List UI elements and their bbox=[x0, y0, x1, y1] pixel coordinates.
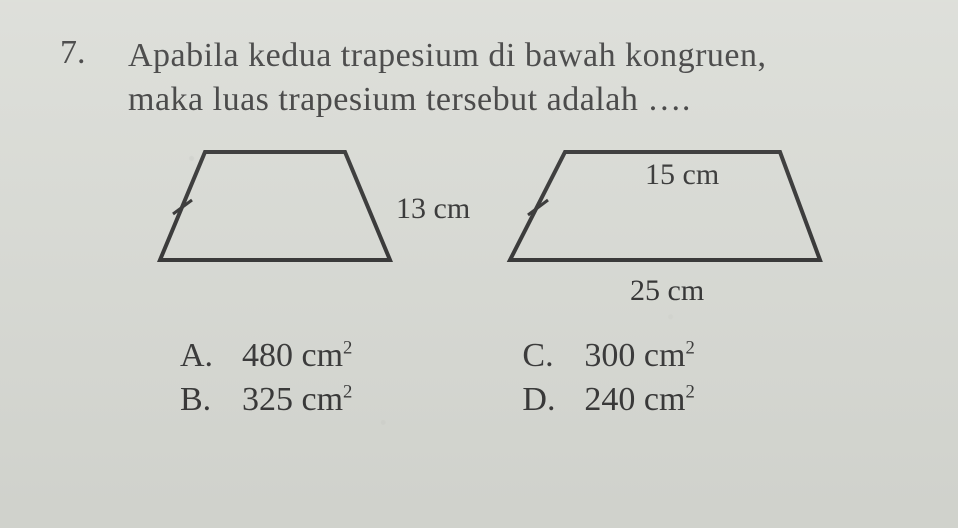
question-line-1: Apabila kedua trapesium di bawah kongrue… bbox=[128, 37, 766, 74]
option-b-letter: B. bbox=[180, 381, 220, 419]
option-c-letter: C. bbox=[522, 337, 562, 375]
label-25cm: 25 cm bbox=[630, 274, 704, 307]
option-b: B. 325 cm2 bbox=[180, 381, 352, 419]
option-a-letter: A. bbox=[180, 337, 220, 375]
option-d-value: 240 cm2 bbox=[584, 381, 694, 419]
options-col-right: C. 300 cm2 D. 240 cm2 bbox=[522, 337, 694, 419]
trapezoid-right: 15 cm 25 cm bbox=[500, 140, 840, 315]
question-number: 7. bbox=[60, 34, 100, 72]
trapezoid-left-shape bbox=[160, 152, 390, 260]
exam-page: 7. Apabila kedua trapesium di bawah kong… bbox=[0, 0, 958, 439]
label-15cm: 15 cm bbox=[645, 158, 719, 191]
diagram-row: 13 cm 15 cm 25 cm bbox=[150, 140, 898, 315]
option-d: D. 240 cm2 bbox=[522, 381, 694, 419]
label-13cm: 13 cm bbox=[396, 192, 470, 225]
question-text: Apabila kedua trapesium di bawah kongrue… bbox=[128, 34, 766, 122]
question-row: 7. Apabila kedua trapesium di bawah kong… bbox=[60, 34, 898, 122]
trapezoid-left: 13 cm bbox=[150, 140, 490, 280]
option-a-value: 480 cm2 bbox=[242, 337, 352, 375]
question-line-2: maka luas trapesium tersebut adalah …. bbox=[128, 81, 691, 118]
answer-options: A. 480 cm2 B. 325 cm2 C. 300 cm2 D. 240 … bbox=[180, 337, 898, 419]
option-a: A. 480 cm2 bbox=[180, 337, 352, 375]
option-b-value: 325 cm2 bbox=[242, 381, 352, 419]
option-d-letter: D. bbox=[522, 381, 562, 419]
options-col-left: A. 480 cm2 B. 325 cm2 bbox=[180, 337, 352, 419]
option-c: C. 300 cm2 bbox=[522, 337, 694, 375]
option-c-value: 300 cm2 bbox=[584, 337, 694, 375]
